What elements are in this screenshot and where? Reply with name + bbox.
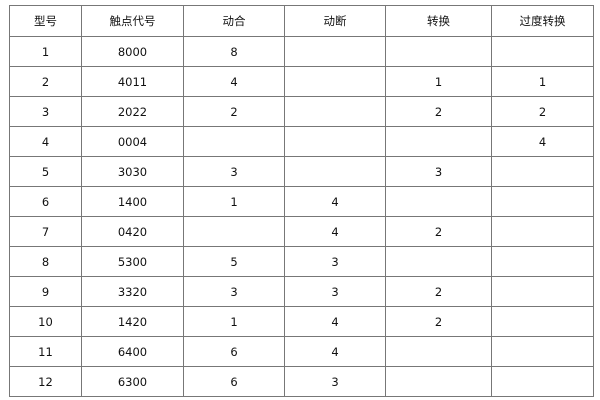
table-row: 6 1400 1 4 — [9, 186, 594, 217]
column-header-contact-code: 触点代号 — [81, 5, 184, 37]
cell-model: 5 — [9, 156, 82, 187]
cell-model: 2 — [9, 66, 82, 97]
cell-make — [183, 216, 285, 247]
cell-contact-code: 0004 — [81, 126, 184, 157]
cell-break — [284, 126, 386, 157]
cell-make: 1 — [183, 186, 285, 217]
column-header-transition-changeover: 过度转换 — [491, 5, 594, 37]
cell-break: 4 — [284, 336, 386, 367]
table-row: 3 2022 2 2 2 — [9, 96, 594, 127]
cell-model: 11 — [9, 336, 82, 367]
cell-contact-code: 5300 — [81, 246, 184, 277]
cell-contact-code: 3320 — [81, 276, 184, 307]
cell-changeover — [385, 126, 492, 157]
cell-model: 3 — [9, 96, 82, 127]
contact-type-table: 型号 触点代号 动合 动断 转换 过度转换 1 8000 8 2 4011 4 1 1 3 2022 2 2 2 4… — [9, 5, 594, 397]
cell-model: 6 — [9, 186, 82, 217]
cell-transition-changeover: 4 — [491, 126, 594, 157]
table-row: 4 0004 4 — [9, 126, 594, 157]
table-row: 9 3320 3 3 2 — [9, 276, 594, 307]
cell-transition-changeover — [491, 306, 594, 337]
cell-make: 5 — [183, 246, 285, 277]
cell-transition-changeover — [491, 186, 594, 217]
cell-contact-code: 8000 — [81, 36, 184, 67]
cell-contact-code: 0420 — [81, 216, 184, 247]
cell-model: 7 — [9, 216, 82, 247]
cell-changeover: 3 — [385, 156, 492, 187]
cell-changeover: 2 — [385, 216, 492, 247]
cell-model: 1 — [9, 36, 82, 67]
table-row: 8 5300 5 3 — [9, 246, 594, 277]
cell-break: 4 — [284, 186, 386, 217]
cell-transition-changeover: 1 — [491, 66, 594, 97]
cell-contact-code: 1420 — [81, 306, 184, 337]
table-body: 1 8000 8 2 4011 4 1 1 3 2022 2 2 2 4 0004 4 5 3030 3 3 6 1400… — [9, 36, 594, 397]
cell-changeover: 2 — [385, 306, 492, 337]
table-row: 2 4011 4 1 1 — [9, 66, 594, 97]
column-header-break: 动断 — [284, 5, 386, 37]
cell-model: 4 — [9, 126, 82, 157]
cell-break: 3 — [284, 276, 386, 307]
cell-make — [183, 126, 285, 157]
cell-changeover — [385, 186, 492, 217]
cell-make: 3 — [183, 276, 285, 307]
cell-break: 3 — [284, 246, 386, 277]
column-header-changeover: 转换 — [385, 5, 492, 37]
cell-break — [284, 156, 386, 187]
table-row: 7 0420 4 2 — [9, 216, 594, 247]
table-row: 12 6300 6 3 — [9, 366, 594, 397]
cell-model: 10 — [9, 306, 82, 337]
cell-contact-code: 3030 — [81, 156, 184, 187]
cell-changeover: 1 — [385, 66, 492, 97]
cell-model: 8 — [9, 246, 82, 277]
table-row: 5 3030 3 3 — [9, 156, 594, 187]
cell-contact-code: 2022 — [81, 96, 184, 127]
cell-changeover — [385, 336, 492, 367]
cell-break — [284, 96, 386, 127]
cell-make: 3 — [183, 156, 285, 187]
cell-make: 1 — [183, 306, 285, 337]
cell-transition-changeover — [491, 156, 594, 187]
cell-contact-code: 1400 — [81, 186, 184, 217]
column-header-make: 动合 — [183, 5, 285, 37]
cell-changeover — [385, 366, 492, 397]
cell-contact-code: 4011 — [81, 66, 184, 97]
cell-break — [284, 36, 386, 67]
cell-changeover: 2 — [385, 96, 492, 127]
cell-changeover — [385, 36, 492, 67]
table-row: 11 6400 6 4 — [9, 336, 594, 367]
cell-make: 2 — [183, 96, 285, 127]
cell-break: 3 — [284, 366, 386, 397]
cell-changeover — [385, 246, 492, 277]
cell-transition-changeover: 2 — [491, 96, 594, 127]
column-header-model: 型号 — [9, 5, 82, 37]
table-row: 1 8000 8 — [9, 36, 594, 67]
table-row: 10 1420 1 4 2 — [9, 306, 594, 337]
cell-transition-changeover — [491, 246, 594, 277]
cell-make: 4 — [183, 66, 285, 97]
cell-make: 6 — [183, 366, 285, 397]
cell-changeover: 2 — [385, 276, 492, 307]
cell-break — [284, 66, 386, 97]
cell-model: 12 — [9, 366, 82, 397]
cell-model: 9 — [9, 276, 82, 307]
cell-transition-changeover — [491, 216, 594, 247]
cell-contact-code: 6400 — [81, 336, 184, 367]
cell-transition-changeover — [491, 36, 594, 67]
cell-break: 4 — [284, 216, 386, 247]
cell-transition-changeover — [491, 366, 594, 397]
cell-make: 6 — [183, 336, 285, 367]
cell-contact-code: 6300 — [81, 366, 184, 397]
cell-make: 8 — [183, 36, 285, 67]
cell-transition-changeover — [491, 336, 594, 367]
cell-transition-changeover — [491, 276, 594, 307]
cell-break: 4 — [284, 306, 386, 337]
header-row: 型号 触点代号 动合 动断 转换 过度转换 — [9, 5, 594, 37]
